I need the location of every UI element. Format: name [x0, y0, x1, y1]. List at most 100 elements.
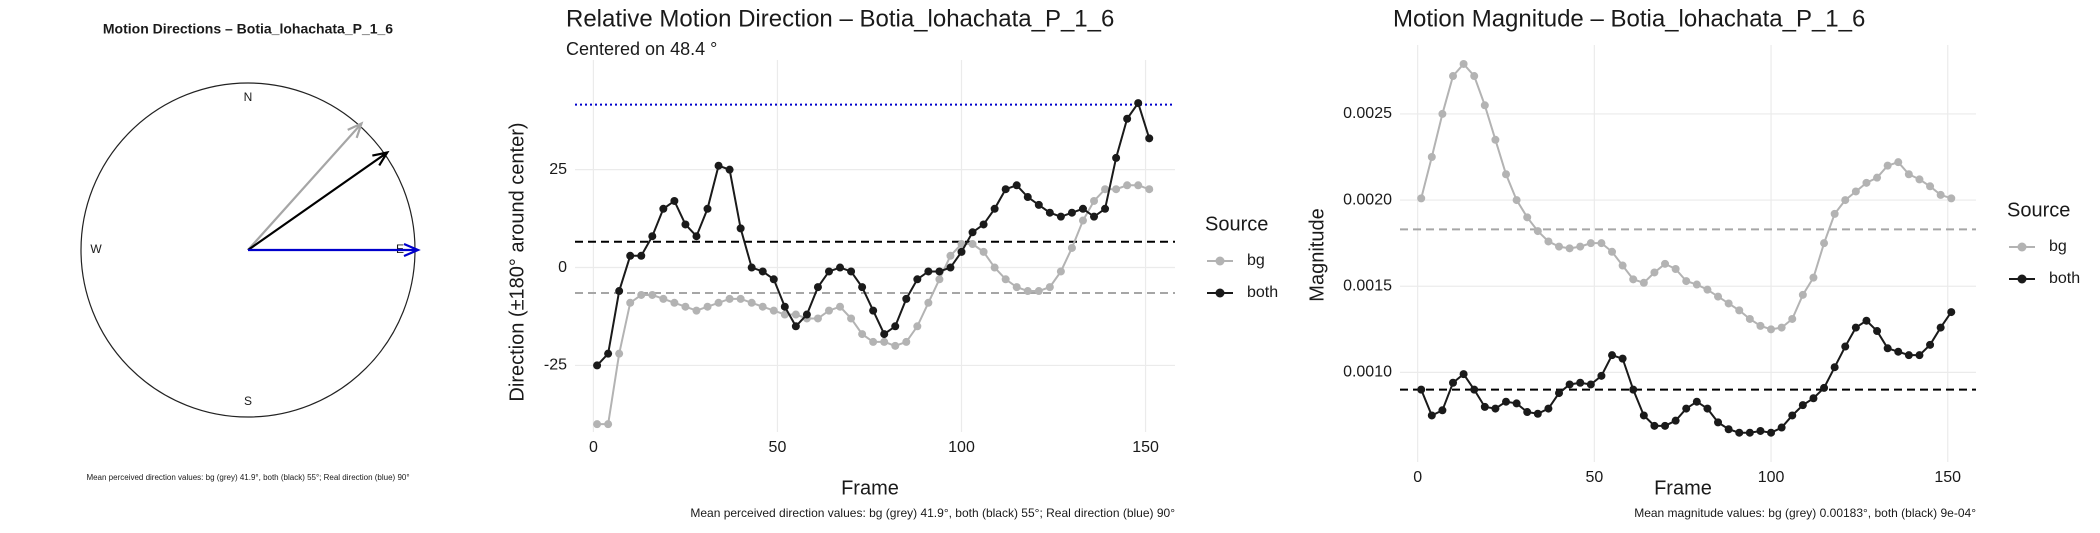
data-point	[858, 283, 867, 292]
data-point	[1714, 418, 1723, 427]
data-point	[670, 298, 679, 307]
data-point	[1555, 242, 1564, 251]
data-point	[1639, 411, 1648, 420]
data-point	[1012, 283, 1021, 292]
data-point	[1830, 363, 1839, 372]
data-point	[1841, 196, 1850, 205]
data-point	[1512, 196, 1521, 205]
data-point	[869, 337, 878, 346]
data-point	[670, 196, 679, 205]
data-point	[1798, 290, 1807, 299]
data-point	[1820, 239, 1829, 248]
data-point	[1777, 423, 1786, 432]
data-point	[703, 204, 712, 213]
data-point	[1449, 378, 1458, 387]
data-point	[1767, 428, 1776, 437]
data-point	[1692, 397, 1701, 406]
data-point	[593, 420, 602, 429]
data-point	[935, 267, 944, 276]
data-point	[1001, 275, 1010, 284]
data-point	[1480, 101, 1489, 110]
data-point	[924, 267, 933, 276]
data-point	[769, 275, 778, 284]
data-point	[692, 232, 701, 241]
data-point	[1502, 397, 1511, 406]
data-point	[1608, 351, 1617, 360]
data-point	[1745, 314, 1754, 323]
data-point	[780, 310, 789, 319]
data-point	[659, 204, 668, 213]
legend-label: both	[2049, 270, 2080, 287]
data-point	[736, 294, 745, 303]
data-point	[1862, 316, 1871, 325]
data-point	[880, 330, 889, 339]
legend-label: bg	[1247, 252, 1265, 269]
y-tick-label: 0.0025	[1343, 105, 1392, 122]
data-point	[593, 361, 602, 370]
data-point	[1629, 385, 1638, 394]
data-point	[1904, 351, 1913, 360]
data-point	[1123, 181, 1132, 190]
data-point	[703, 302, 712, 311]
chart-subtitle: Centered on 48.4 °	[566, 39, 717, 59]
data-point	[968, 228, 977, 237]
data-point	[813, 314, 822, 323]
data-point	[1045, 283, 1054, 292]
data-point	[615, 287, 624, 296]
data-point	[1947, 308, 1956, 317]
data-point	[1692, 280, 1701, 289]
data-point	[1915, 351, 1924, 360]
data-point	[1078, 204, 1087, 213]
data-point	[681, 302, 690, 311]
data-point	[659, 294, 668, 303]
x-axis-label: Frame	[1654, 477, 1712, 499]
data-point	[1438, 109, 1447, 118]
data-point	[1894, 158, 1903, 167]
data-point	[758, 302, 767, 311]
data-point	[1830, 209, 1839, 218]
data-point	[1735, 428, 1744, 437]
data-point	[1597, 239, 1606, 248]
data-point	[1112, 185, 1121, 194]
series-line	[1420, 62, 1952, 331]
data-point	[946, 263, 955, 272]
legend-key-point	[1215, 288, 1225, 298]
data-point	[1841, 342, 1850, 351]
direction-arrow	[248, 242, 421, 258]
compass-label: N	[244, 90, 253, 104]
data-point	[1671, 416, 1680, 425]
data-point	[692, 306, 701, 315]
data-point	[747, 298, 756, 307]
x-axis-label: Frame	[841, 477, 899, 499]
data-point	[1123, 114, 1132, 123]
data-point	[1639, 278, 1648, 287]
legend-label: bg	[2049, 238, 2067, 255]
data-point	[1459, 370, 1468, 379]
data-point	[604, 349, 613, 358]
caption: Mean magnitude values: bg (grey) 0.00183…	[1634, 506, 1976, 520]
compass-label: S	[244, 394, 252, 408]
caption: Mean perceived direction values: bg (gre…	[690, 506, 1175, 520]
data-point	[1078, 216, 1087, 225]
data-point	[1714, 292, 1723, 301]
data-point	[1067, 243, 1076, 252]
data-point	[1873, 327, 1882, 336]
data-point	[836, 263, 845, 272]
data-point	[1544, 404, 1553, 413]
data-point	[791, 310, 800, 319]
x-tick-label: 0	[589, 439, 598, 456]
data-point	[1873, 173, 1882, 182]
chart-title: Motion Magnitude – Botia_lohachata_P_1_6	[1393, 5, 1865, 32]
data-point	[1565, 380, 1574, 389]
data-point	[1449, 72, 1458, 81]
data-point	[1809, 273, 1818, 282]
legend-key-point	[2017, 242, 2027, 252]
data-point	[1756, 426, 1765, 435]
data-point	[637, 290, 646, 299]
data-point	[813, 283, 822, 292]
data-point	[1703, 404, 1712, 413]
data-point	[758, 267, 767, 276]
data-point	[1101, 204, 1110, 213]
data-point	[1090, 196, 1099, 205]
